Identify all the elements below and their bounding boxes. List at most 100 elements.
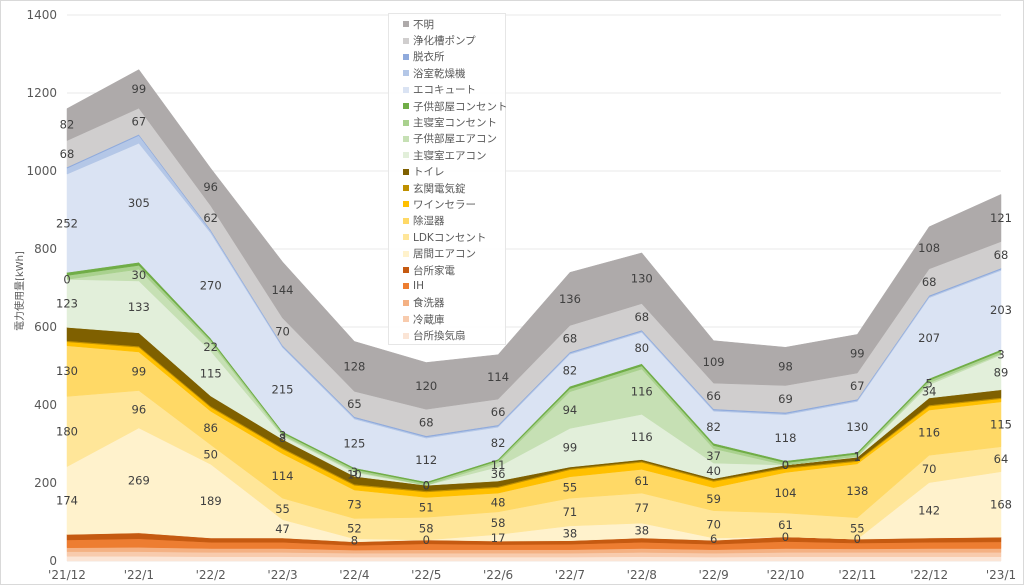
- legend-swatch-icon: [403, 185, 409, 192]
- legend-label: 除湿器: [413, 215, 445, 228]
- data-label: 168: [990, 497, 1012, 511]
- data-label: 70: [706, 517, 721, 531]
- x-tick-label: '22/5: [411, 568, 441, 582]
- data-label: 67: [132, 114, 147, 128]
- data-label: 1: [854, 450, 861, 464]
- x-axis: '21/12 '22/1 '22/2 '22/3 '22/4 '22/5 '22/6 '22/…: [48, 568, 1016, 582]
- data-label: 68: [634, 310, 649, 324]
- legend-label: 脱衣所: [413, 51, 445, 64]
- data-label: 30: [132, 268, 147, 282]
- legend-swatch-icon: [403, 152, 409, 159]
- legend-swatch-icon: [403, 168, 409, 175]
- data-label: 0: [782, 530, 789, 544]
- data-label: 69: [778, 392, 793, 406]
- data-label: 116: [631, 385, 653, 399]
- data-label: 0: [854, 532, 861, 546]
- data-label: 64: [994, 452, 1009, 466]
- data-label: 38: [634, 524, 649, 538]
- y-tick-label: 1200: [26, 86, 57, 100]
- legend-label: 子供部屋エアコン: [413, 133, 497, 146]
- data-label: 34: [922, 384, 937, 398]
- legend-swatch-icon: [403, 234, 409, 241]
- legend-item: エコキュート: [403, 82, 505, 98]
- data-label: 11: [491, 458, 506, 472]
- data-label: 52: [347, 522, 362, 536]
- data-label: 36: [491, 467, 506, 481]
- legend-label: 子供部屋コンセント: [413, 100, 508, 113]
- data-label: 82: [563, 363, 578, 377]
- x-tick-label: '22/6: [483, 568, 513, 582]
- x-tick-label: '22/3: [267, 568, 297, 582]
- legend-label: 主寝室エアコン: [413, 149, 487, 162]
- data-label: 68: [419, 416, 434, 430]
- data-label: 99: [132, 364, 147, 378]
- data-label: 116: [631, 430, 653, 444]
- data-label: 96: [203, 180, 218, 194]
- data-label: 17: [491, 531, 506, 545]
- data-label: 8: [279, 431, 286, 445]
- data-label: 50: [203, 448, 218, 462]
- data-label: 133: [128, 300, 150, 314]
- legend-swatch-icon: [403, 53, 409, 60]
- data-label: 3: [279, 429, 286, 443]
- legend-swatch-icon: [403, 201, 409, 208]
- y-tick-label: 800: [34, 242, 57, 256]
- data-label: 38: [563, 526, 578, 540]
- data-label: 115: [200, 367, 222, 381]
- data-label: 0: [782, 458, 789, 472]
- legend-swatch-icon: [403, 86, 409, 93]
- x-tick-label: '22/11: [838, 568, 876, 582]
- legend-label: 不明: [413, 18, 434, 31]
- data-label: 77: [634, 501, 649, 515]
- x-tick-label: '22/10: [767, 568, 805, 582]
- y-tick-label: 400: [34, 398, 57, 412]
- x-tick-label: '22/12: [910, 568, 948, 582]
- y-axis: 0 200 400 600 800 1000 1200 1400: [26, 8, 57, 568]
- data-label: 0: [63, 272, 70, 286]
- data-label: 1: [854, 450, 861, 464]
- legend-label: 主寝室コンセント: [413, 117, 497, 130]
- legend-swatch-icon: [403, 103, 409, 110]
- data-label: 67: [850, 379, 865, 393]
- data-label: 3: [351, 465, 358, 479]
- legend-item: IH: [403, 278, 505, 294]
- data-label: 61: [778, 518, 793, 532]
- x-tick-label: '22/2: [196, 568, 226, 582]
- y-tick-label: 0: [49, 554, 57, 568]
- legend-swatch-icon: [403, 283, 409, 290]
- data-label: 55: [563, 480, 578, 494]
- data-label: 109: [703, 355, 725, 369]
- data-label: 252: [56, 216, 78, 230]
- legend-label: 食洗器: [413, 297, 445, 310]
- legend-swatch-icon: [403, 316, 409, 323]
- data-label: 130: [631, 271, 653, 285]
- legend-item: 除湿器: [403, 213, 505, 229]
- data-label: 47: [275, 522, 290, 536]
- legend-label: 冷蔵庫: [413, 313, 445, 326]
- data-label: 66: [706, 389, 721, 403]
- data-label: 68: [922, 275, 937, 289]
- legend-item: 子供部屋エアコン: [403, 131, 505, 147]
- x-tick-label: '22/1: [124, 568, 154, 582]
- data-label: 96: [132, 402, 147, 416]
- legend-label: 台所換気扇: [413, 330, 466, 343]
- data-label: 207: [918, 331, 940, 345]
- data-label: 0: [423, 478, 430, 492]
- data-label: 136: [559, 292, 581, 306]
- data-label: 70: [275, 325, 290, 339]
- data-label: 118: [774, 431, 796, 445]
- legend-swatch-icon: [403, 332, 409, 339]
- legend-label: 浄化槽ポンプ: [413, 35, 476, 48]
- data-label: 66: [491, 405, 506, 419]
- legend-label: IH: [413, 280, 424, 293]
- data-label: 116: [918, 426, 940, 440]
- legend-item: 台所家電: [403, 262, 505, 278]
- data-label: 70: [922, 462, 937, 476]
- data-label: 58: [491, 516, 506, 530]
- data-label: 8: [351, 533, 358, 547]
- data-label: 68: [60, 147, 75, 161]
- data-label: 120: [415, 379, 437, 393]
- data-label: 65: [347, 397, 362, 411]
- data-label: 73: [347, 497, 362, 511]
